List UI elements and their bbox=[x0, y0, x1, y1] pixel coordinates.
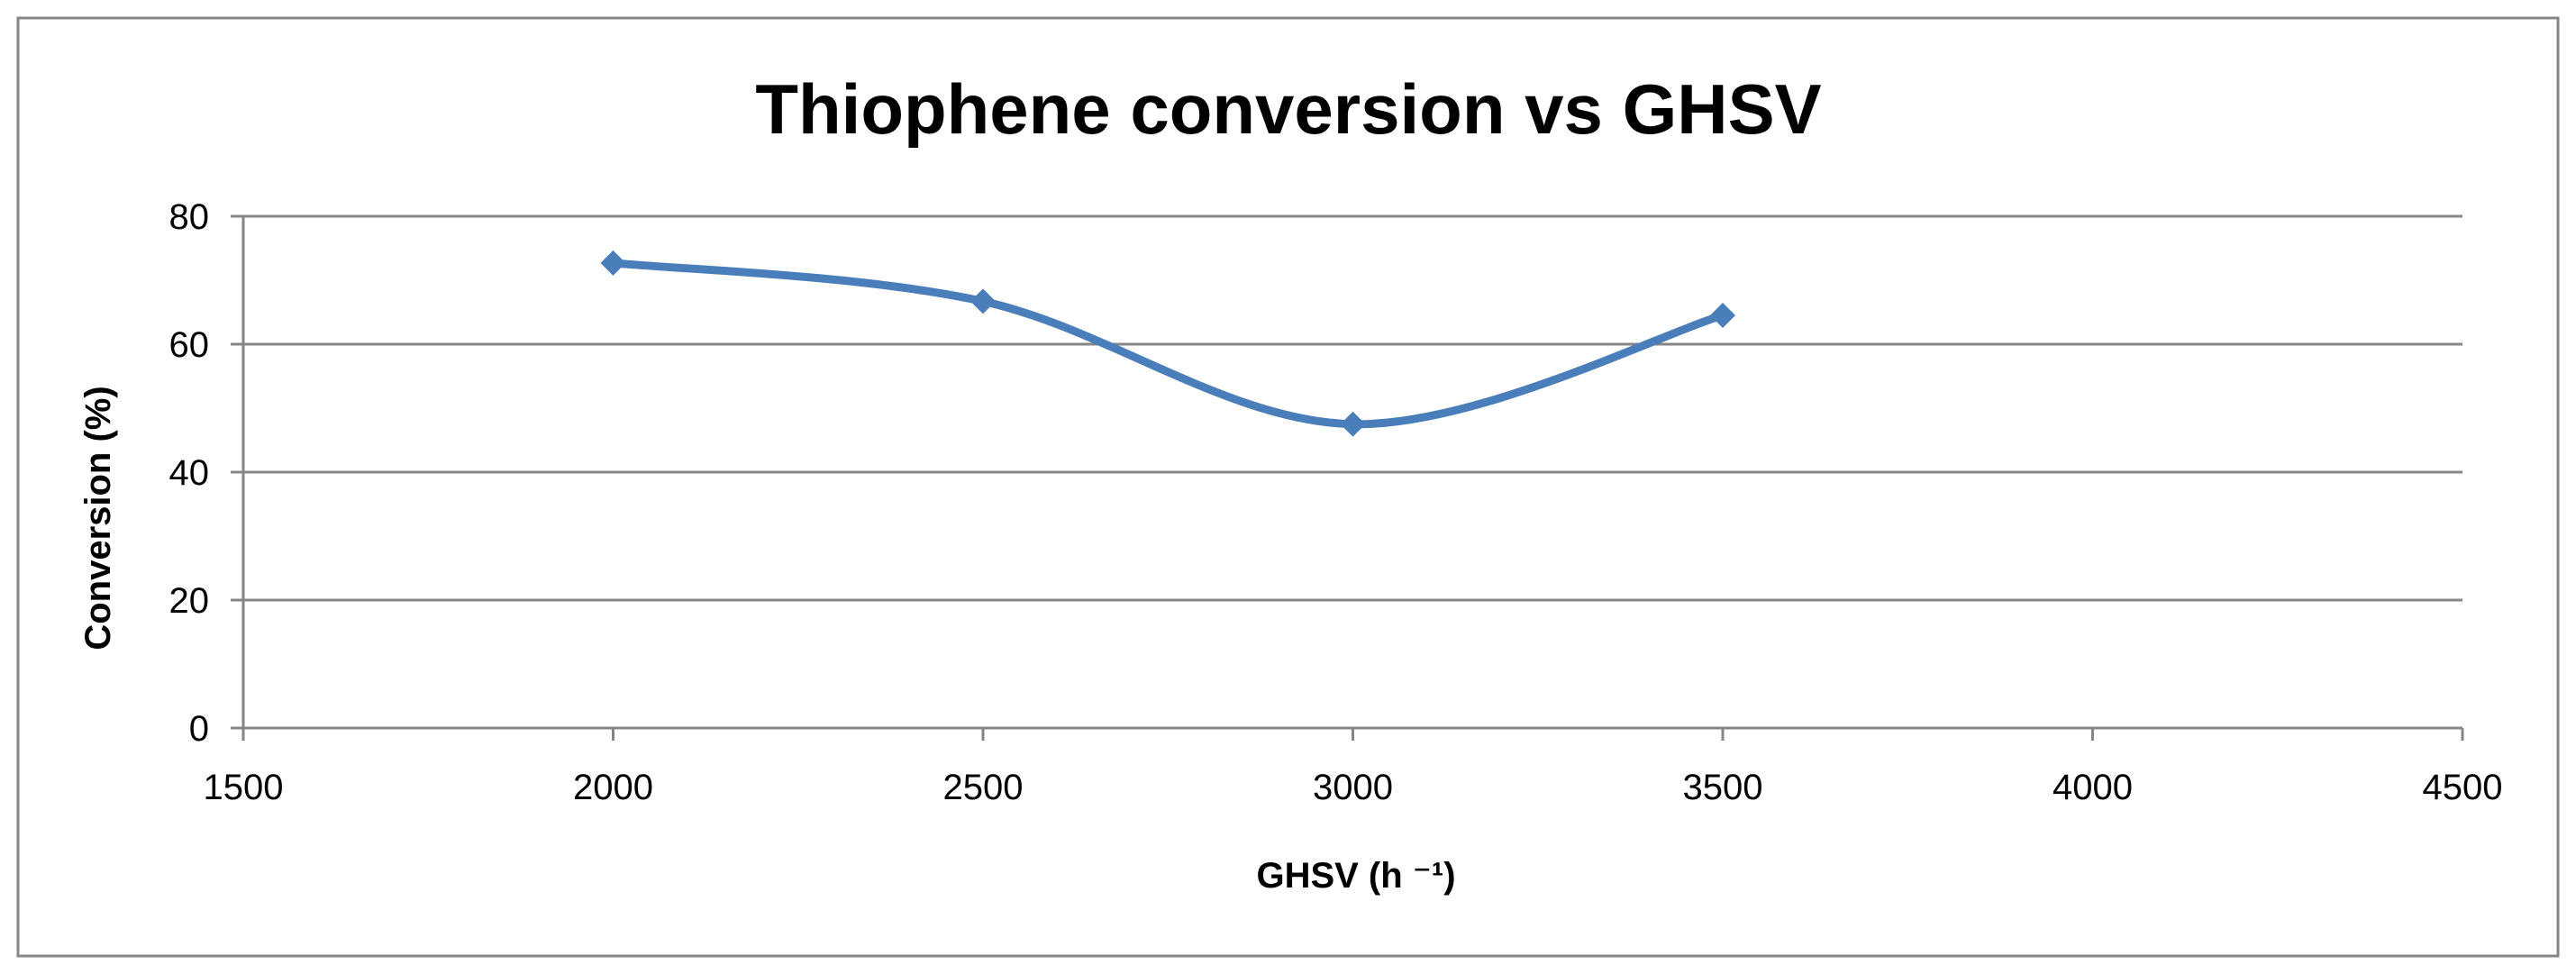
x-tick-label: 4000 bbox=[2053, 768, 2133, 807]
axes bbox=[231, 214, 2464, 741]
x-tick-label: 4500 bbox=[2423, 768, 2503, 807]
x-tick-label: 1500 bbox=[204, 768, 284, 807]
x-tick-label: 2500 bbox=[943, 768, 1024, 807]
data-point-marker bbox=[970, 288, 996, 314]
data-point-marker bbox=[1340, 411, 1366, 437]
series-layer bbox=[600, 250, 1735, 437]
y-tick-label: 60 bbox=[169, 325, 210, 365]
x-tick-label: 3500 bbox=[1683, 768, 1763, 807]
y-axis-title: Conversion (%) bbox=[78, 386, 118, 650]
tick-labels: 0 20 40 60 80 1500 2000 2500 3000 3500 4000 4500 bbox=[169, 197, 2503, 807]
x-tick-label: 2000 bbox=[573, 768, 653, 807]
data-point-marker bbox=[1710, 303, 1735, 329]
series-line bbox=[609, 259, 1727, 429]
x-axis-title: GHSV (h ⁻¹) bbox=[1256, 856, 1455, 896]
gridlines bbox=[243, 214, 2462, 602]
x-tick-label: 3000 bbox=[1313, 768, 1393, 807]
chart-frame bbox=[16, 16, 2560, 958]
data-point-marker bbox=[600, 250, 626, 276]
y-tick-label: 80 bbox=[169, 197, 210, 237]
y-tick-label: 20 bbox=[169, 581, 210, 621]
y-tick-label: 40 bbox=[169, 453, 210, 493]
chart-title: Thiophene conversion vs GHSV bbox=[755, 69, 1821, 149]
y-tick-label: 0 bbox=[189, 709, 209, 749]
